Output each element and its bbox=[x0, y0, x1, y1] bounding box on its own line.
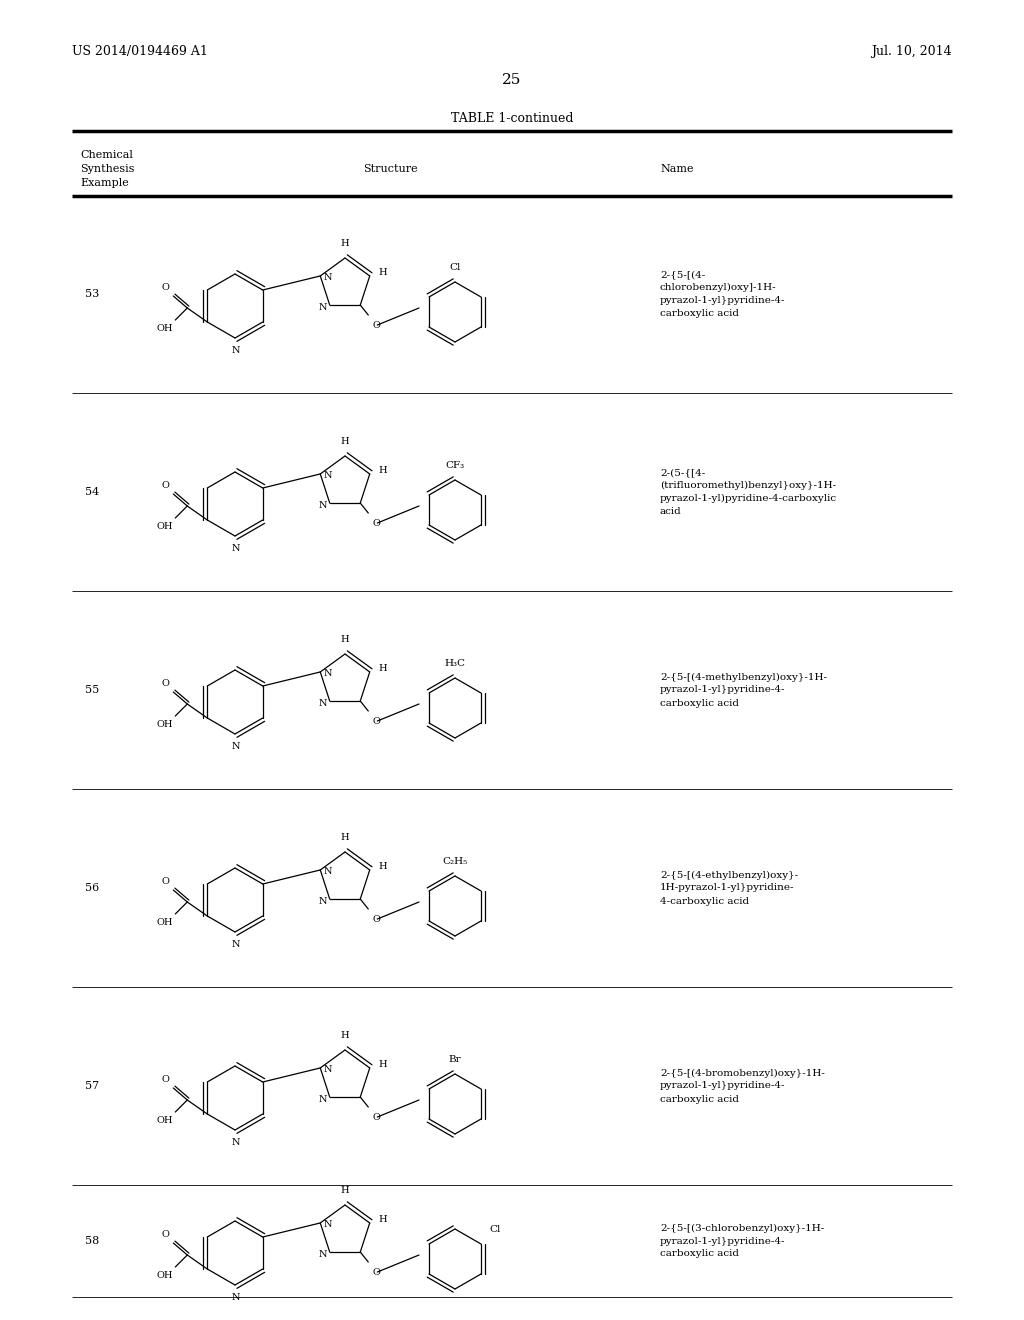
Text: TABLE 1-continued: TABLE 1-continued bbox=[451, 111, 573, 124]
Text: 57: 57 bbox=[85, 1081, 99, 1092]
Text: acid: acid bbox=[660, 507, 682, 516]
Text: O: O bbox=[373, 321, 380, 330]
Text: C₂H₅: C₂H₅ bbox=[442, 857, 468, 866]
Text: pyrazol-1-yl}pyridine-4-: pyrazol-1-yl}pyridine-4- bbox=[660, 1237, 785, 1246]
Text: N: N bbox=[318, 1094, 327, 1104]
Text: carboxylic acid: carboxylic acid bbox=[660, 698, 739, 708]
Text: 2-{5-[(4-methylbenzyl)oxy}-1H-: 2-{5-[(4-methylbenzyl)oxy}-1H- bbox=[660, 672, 827, 681]
Text: N: N bbox=[231, 742, 241, 751]
Text: N: N bbox=[324, 471, 332, 480]
Text: pyrazol-1-yl}pyridine-4-: pyrazol-1-yl}pyridine-4- bbox=[660, 296, 785, 305]
Text: carboxylic acid: carboxylic acid bbox=[660, 309, 739, 318]
Text: OH: OH bbox=[157, 323, 173, 333]
Text: H: H bbox=[341, 239, 349, 248]
Text: N: N bbox=[318, 302, 327, 312]
Text: O: O bbox=[162, 480, 169, 490]
Text: OH: OH bbox=[157, 1115, 173, 1125]
Text: Cl: Cl bbox=[489, 1225, 501, 1234]
Text: Chemical: Chemical bbox=[80, 150, 133, 160]
Text: 55: 55 bbox=[85, 685, 99, 696]
Text: 58: 58 bbox=[85, 1236, 99, 1246]
Text: Jul. 10, 2014: Jul. 10, 2014 bbox=[871, 45, 952, 58]
Text: N: N bbox=[324, 867, 332, 876]
Text: H: H bbox=[341, 1031, 349, 1040]
Text: N: N bbox=[324, 273, 332, 282]
Text: O: O bbox=[162, 876, 169, 886]
Text: 56: 56 bbox=[85, 883, 99, 894]
Text: H: H bbox=[341, 833, 349, 842]
Text: N: N bbox=[318, 896, 327, 906]
Text: chlorobenzyl)oxy]-1H-: chlorobenzyl)oxy]-1H- bbox=[660, 282, 776, 292]
Text: O: O bbox=[373, 915, 380, 924]
Text: O: O bbox=[373, 717, 380, 726]
Text: 2-{5-[(4-ethylbenzyl)oxy}-: 2-{5-[(4-ethylbenzyl)oxy}- bbox=[660, 870, 798, 879]
Text: H: H bbox=[341, 1185, 349, 1195]
Text: pyrazol-1-yl}pyridine-4-: pyrazol-1-yl}pyridine-4- bbox=[660, 685, 785, 694]
Text: H: H bbox=[379, 1060, 387, 1069]
Text: 2-{5-[(3-chlorobenzyl)oxy}-1H-: 2-{5-[(3-chlorobenzyl)oxy}-1H- bbox=[660, 1224, 824, 1233]
Text: N: N bbox=[231, 544, 241, 553]
Text: H: H bbox=[379, 1216, 387, 1225]
Text: H: H bbox=[379, 466, 387, 475]
Text: O: O bbox=[373, 1113, 380, 1122]
Text: O: O bbox=[162, 282, 169, 292]
Text: N: N bbox=[318, 1250, 327, 1258]
Text: Synthesis: Synthesis bbox=[80, 164, 134, 174]
Text: Structure: Structure bbox=[362, 164, 418, 174]
Text: N: N bbox=[231, 346, 241, 355]
Text: OH: OH bbox=[157, 719, 173, 729]
Text: H: H bbox=[379, 862, 387, 871]
Text: H: H bbox=[341, 437, 349, 446]
Text: N: N bbox=[318, 698, 327, 708]
Text: Br: Br bbox=[449, 1055, 462, 1064]
Text: N: N bbox=[324, 1065, 332, 1074]
Text: (trifluoromethyl)benzyl}oxy}-1H-: (trifluoromethyl)benzyl}oxy}-1H- bbox=[660, 480, 837, 490]
Text: pyrazol-1-yl}pyridine-4-: pyrazol-1-yl}pyridine-4- bbox=[660, 1081, 785, 1090]
Text: O: O bbox=[162, 1230, 169, 1239]
Text: O: O bbox=[162, 678, 169, 688]
Text: H: H bbox=[379, 268, 387, 277]
Text: Example: Example bbox=[80, 178, 129, 187]
Text: H: H bbox=[379, 664, 387, 673]
Text: H: H bbox=[341, 635, 349, 644]
Text: Cl: Cl bbox=[450, 263, 461, 272]
Text: N: N bbox=[231, 940, 241, 949]
Text: N: N bbox=[231, 1294, 241, 1302]
Text: OH: OH bbox=[157, 1271, 173, 1280]
Text: H₃C: H₃C bbox=[444, 659, 466, 668]
Text: N: N bbox=[324, 669, 332, 678]
Text: OH: OH bbox=[157, 521, 173, 531]
Text: 25: 25 bbox=[503, 73, 521, 87]
Text: 53: 53 bbox=[85, 289, 99, 300]
Text: OH: OH bbox=[157, 917, 173, 927]
Text: 2-{5-[(4-: 2-{5-[(4- bbox=[660, 271, 706, 279]
Text: O: O bbox=[373, 1269, 380, 1276]
Text: Name: Name bbox=[660, 164, 693, 174]
Text: N: N bbox=[324, 1221, 332, 1229]
Text: 1H-pyrazol-1-yl}pyridine-: 1H-pyrazol-1-yl}pyridine- bbox=[660, 883, 795, 892]
Text: carboxylic acid: carboxylic acid bbox=[660, 1094, 739, 1104]
Text: CF₃: CF₃ bbox=[445, 461, 465, 470]
Text: carboxylic acid: carboxylic acid bbox=[660, 1250, 739, 1258]
Text: N: N bbox=[231, 1138, 241, 1147]
Text: 54: 54 bbox=[85, 487, 99, 498]
Text: pyrazol-1-yl)pyridine-4-carboxylic: pyrazol-1-yl)pyridine-4-carboxylic bbox=[660, 494, 838, 503]
Text: O: O bbox=[162, 1074, 169, 1084]
Text: O: O bbox=[373, 519, 380, 528]
Text: US 2014/0194469 A1: US 2014/0194469 A1 bbox=[72, 45, 208, 58]
Text: 2-{5-[(4-bromobenzyl)oxy}-1H-: 2-{5-[(4-bromobenzyl)oxy}-1H- bbox=[660, 1068, 825, 1077]
Text: N: N bbox=[318, 500, 327, 510]
Text: 2-(5-{[4-: 2-(5-{[4- bbox=[660, 469, 706, 477]
Text: 4-carboxylic acid: 4-carboxylic acid bbox=[660, 896, 750, 906]
